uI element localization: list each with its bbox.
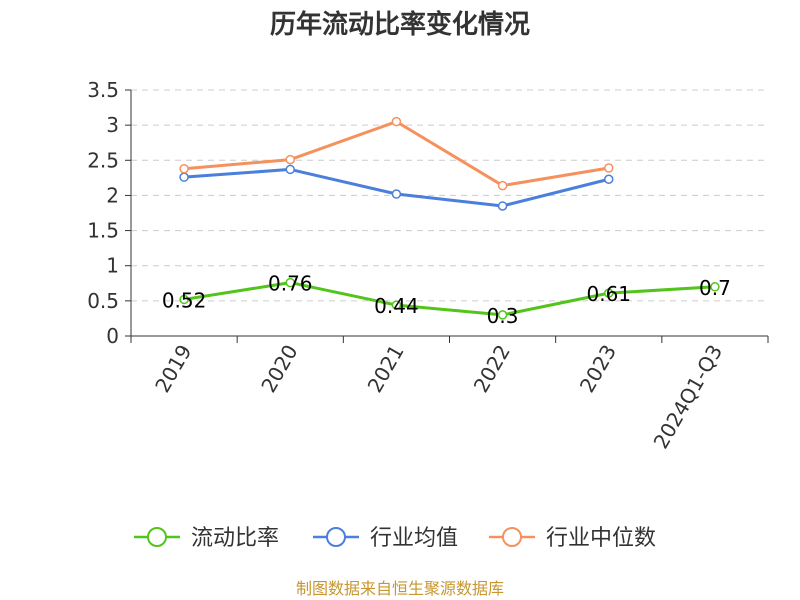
data-point[interactable] [604, 174, 614, 185]
data-point[interactable] [179, 163, 189, 174]
y-tick-label: 3.5 [87, 78, 119, 102]
x-tick-label: 2019 [150, 341, 196, 397]
x-tick-label: 2022 [469, 341, 515, 397]
data-point[interactable] [497, 180, 508, 191]
y-tick-label: 3 [106, 113, 119, 137]
legend-item-1[interactable]: 行业均值 [313, 526, 458, 551]
data-point[interactable] [285, 164, 295, 175]
legend-marker [147, 527, 167, 547]
series-0: 0.52 0.76 0.44 0.3 0.61 0.7 [162, 272, 731, 328]
series-line [183, 167, 610, 208]
data-point[interactable] [391, 116, 402, 127]
data-label: 0.52 [162, 288, 207, 312]
y-tick-label: 0 [106, 324, 119, 348]
data-point[interactable] [285, 277, 295, 288]
series-2 [179, 116, 614, 191]
data-label: 0.3 [487, 304, 519, 328]
legend-label: 行业中位数 [546, 526, 656, 551]
data-label: 0.44 [374, 294, 419, 318]
y-tick-label: 2.5 [87, 148, 119, 172]
legend-item-2[interactable]: 行业中位数 [489, 526, 656, 551]
x-tick-label: 2021 [363, 341, 409, 397]
series-line [183, 281, 716, 317]
data-point[interactable] [179, 294, 189, 305]
source-note: 制图数据来自恒生聚源数据库 [296, 579, 504, 598]
data-point[interactable] [604, 288, 614, 298]
series-layer: 0.52 0.76 0.44 0.3 0.61 0.7 [162, 116, 731, 328]
y-tick-label: 2 [106, 183, 119, 207]
legend-marker [502, 527, 522, 547]
data-label: 0.61 [586, 282, 631, 306]
data-point[interactable] [285, 154, 295, 165]
x-tick-label: 2020 [256, 341, 302, 397]
y-tick-label: 1 [106, 254, 119, 278]
data-point[interactable] [710, 282, 720, 292]
legend[interactable]: 流动比率 行业均值 行业中位数 [134, 526, 656, 551]
data-point[interactable] [604, 163, 614, 173]
legend-label: 行业均值 [370, 526, 458, 551]
data-point[interactable] [179, 172, 189, 182]
data-label: 0.76 [268, 272, 313, 296]
series-1 [179, 164, 614, 211]
y-tick-label: 1.5 [87, 219, 119, 243]
data-point[interactable] [391, 189, 402, 199]
y-tick-label: 0.5 [87, 289, 119, 313]
x-tick-label: 2023 [575, 341, 621, 397]
legend-item-0[interactable]: 流动比率 [134, 526, 279, 551]
series-line [183, 120, 609, 188]
data-point[interactable] [497, 310, 508, 320]
data-point[interactable] [391, 300, 402, 310]
data-label: 0.7 [699, 276, 731, 300]
legend-label: 流动比率 [191, 526, 279, 551]
data-point[interactable] [497, 201, 508, 211]
y-axis: 0 0.5 1 1.5 2 2.5 3 3.5 [87, 78, 132, 348]
gridlines [131, 89, 768, 302]
x-axis: 2019 2020 2021 2022 2023 2024Q1-Q3 [130, 335, 769, 453]
legend-marker [326, 527, 346, 547]
x-tick-label: 2024Q1-Q3 [649, 341, 728, 453]
chart-title: 历年流动比率变化情况 [270, 9, 530, 40]
